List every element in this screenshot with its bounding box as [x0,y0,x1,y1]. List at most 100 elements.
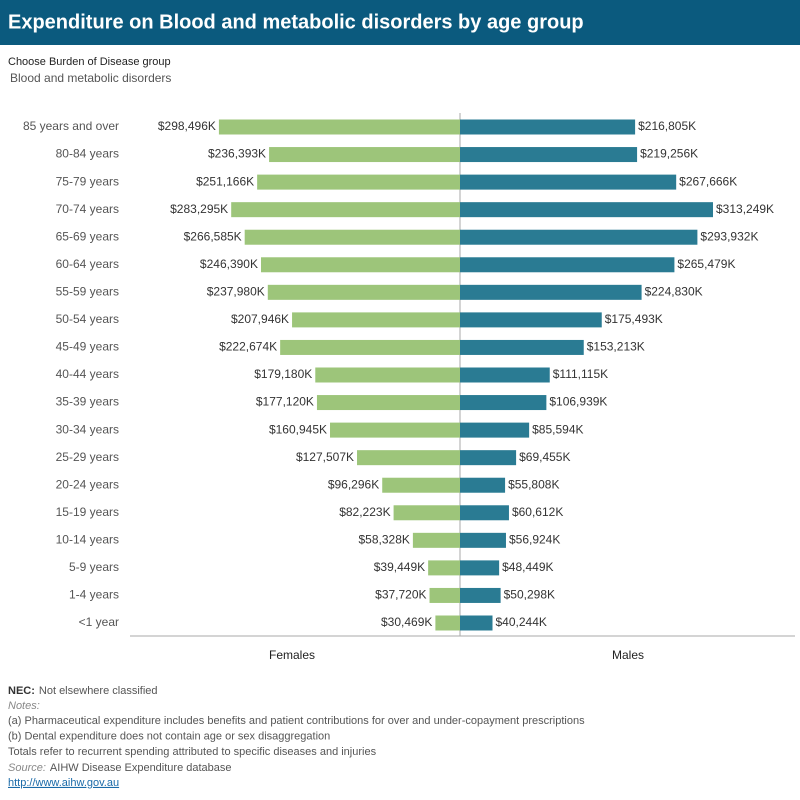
bar [429,587,460,603]
bar [460,257,675,273]
note: (b) Dental expenditure does not contain … [8,730,330,742]
value-label: $30,469K [381,615,432,629]
value-label: $175,493K [605,312,663,326]
row-label: 35-39 years [56,395,119,409]
value-label: $293,932K [700,229,758,243]
value-label: $40,244K [496,615,547,629]
value-label: $55,808K [508,477,559,491]
value-label: $298,496K [158,119,216,133]
footer-term: Source: [8,762,46,774]
value-label: $127,507K [296,450,354,464]
bar [435,615,460,631]
value-label: $96,296K [328,477,379,491]
row-label: 20-24 years [56,477,119,491]
bar [460,367,550,383]
legend-label: Males [612,648,644,662]
row-label: 1-4 years [69,588,119,602]
value-label: $153,213K [587,340,645,354]
footer-text: AIHW Disease Expenditure database [50,762,232,774]
value-label: $179,180K [254,367,312,381]
value-label: $60,612K [512,505,563,519]
row-label: 50-54 years [56,312,119,326]
filter-label: Choose Burden of Disease group [8,56,171,68]
row-label: 85 years and over [23,119,119,133]
legend-label: Females [269,648,315,662]
value-label: $266,585K [184,229,242,243]
bar [412,532,460,548]
note: Totals refer to recurrent spending attri… [8,746,377,758]
bar [382,477,460,493]
row-label: 45-49 years [56,340,119,354]
value-label: $58,328K [358,533,409,547]
value-label: $177,120K [256,395,314,409]
bar [460,284,642,300]
bar [460,229,698,245]
bar [460,119,636,135]
row-label: 70-74 years [56,202,119,216]
value-label: $265,479K [677,257,735,271]
value-label: $111,115K [553,367,608,381]
bar [280,339,460,355]
value-label: $69,455K [519,450,570,464]
row-label: 10-14 years [56,533,119,547]
bar [292,312,460,328]
value-label: $222,674K [219,340,277,354]
bar [393,505,460,521]
row-label: 80-84 years [56,147,119,161]
bar [231,202,460,218]
row-label: 5-9 years [69,560,119,574]
value-label: $246,390K [200,257,258,271]
source-link[interactable]: http://www.aihw.gov.au [8,777,119,789]
value-label: $236,393K [208,147,266,161]
bar [428,560,460,576]
row-label: 15-19 years [56,505,119,519]
value-label: $160,945K [269,422,327,436]
notes-heading: Notes: [8,700,40,712]
bar [218,119,460,135]
value-label: $85,594K [532,422,583,436]
row-label: 75-79 years [56,174,119,188]
bar [460,202,713,218]
value-label: $37,720K [375,588,426,602]
row-label: 25-29 years [56,450,119,464]
note: (a) Pharmaceutical expenditure includes … [8,715,585,727]
value-label: $237,980K [207,285,265,299]
value-label: $216,805K [638,119,696,133]
bar [257,174,460,190]
bar [460,395,547,411]
value-label: $207,946K [231,312,289,326]
footer-term: NEC: [8,685,35,697]
value-label: $106,939K [549,395,607,409]
chart-title: Expenditure on Blood and metabolic disor… [8,11,584,33]
footer-text: Not elsewhere classified [39,685,158,697]
bar [330,422,460,438]
bar [460,174,677,190]
bar [460,532,506,548]
bar [460,560,500,576]
value-label: $48,449K [502,560,553,574]
bar [316,395,460,411]
bar [260,257,460,273]
value-label: $251,166K [196,174,254,188]
row-label: 60-64 years [56,257,119,271]
value-label: $82,223K [339,505,390,519]
value-label: $313,249K [716,202,774,216]
value-label: $224,830K [645,285,703,299]
value-label: $56,924K [509,533,560,547]
bar [269,147,460,163]
bar [460,615,493,631]
value-label: $39,449K [374,560,425,574]
row-label: <1 year [79,615,119,629]
bar [460,450,517,466]
filter-value[interactable]: Blood and metabolic disorders [10,71,171,85]
bar [460,422,530,438]
row-label: 55-59 years [56,285,119,299]
bar [460,477,506,493]
value-label: $283,295K [170,202,228,216]
row-label: 30-34 years [56,422,119,436]
bar [460,339,584,355]
bar [357,450,460,466]
bar [460,587,501,603]
